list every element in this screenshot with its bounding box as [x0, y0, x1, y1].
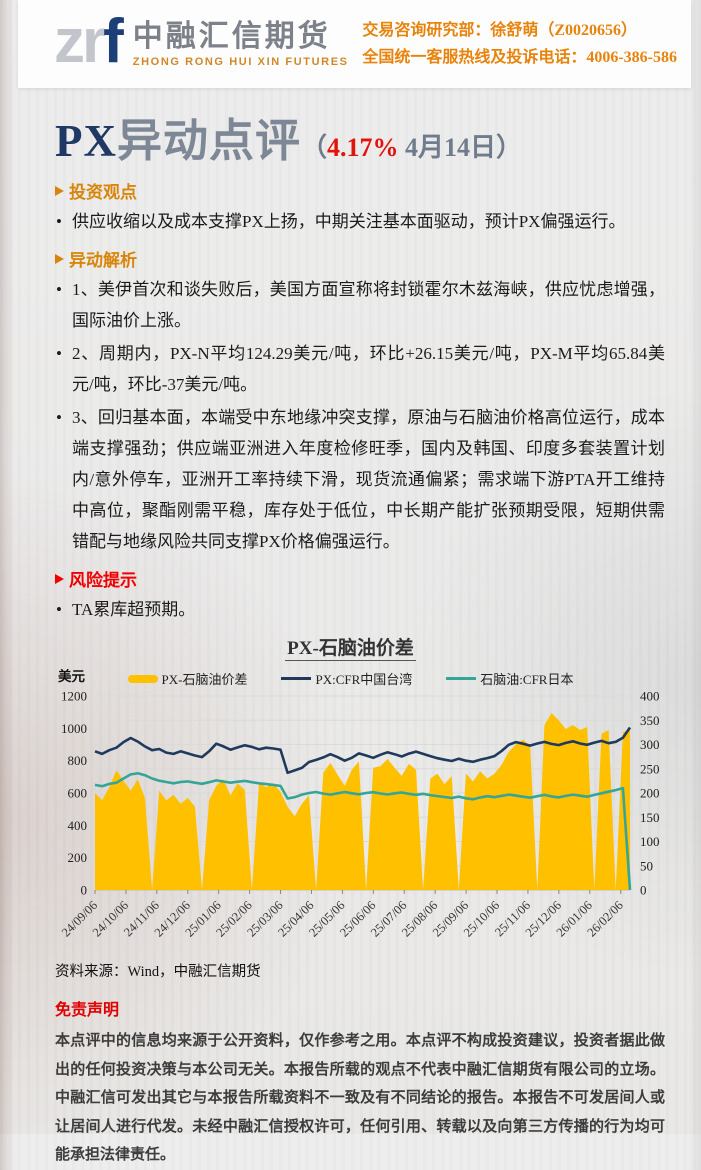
company-name-block: 中融汇信期货 ZHONG RONG HUI XIN FUTURES: [132, 19, 349, 68]
legend-swatch-icon: [281, 676, 312, 681]
series-line-PX:CFR中国台湾: [94, 726, 632, 775]
left-axis-unit-label: 美元: [58, 669, 85, 684]
company-logo: zrf: [54, 11, 124, 73]
logo-zr-text: zr: [54, 7, 106, 76]
research-dept-line: 交易咨询研究部：徐舒萌（Z0020656）: [362, 22, 638, 39]
analysis-bullet-text: 1、美伊首次和谈失败后，美国方面宣称将封锁霍尔木兹海峡，供应忧虑增强，国际油价上…: [72, 280, 665, 330]
analysis-bullet: • 2、周期内，PX-N平均124.29美元/吨，环比+26.15美元/吨，PX…: [55, 338, 665, 400]
left-axis-tick: 800: [68, 753, 88, 768]
title-date: 4月14日）: [398, 133, 523, 162]
legend-swatch-icon: [446, 676, 477, 681]
right-axis-tick: 400: [640, 689, 660, 704]
legend-item-2: 石脑油:CFR日本: [446, 669, 573, 688]
title-text: 异动点评: [117, 116, 302, 166]
risk-bullet-text: TA累库超预期。: [72, 600, 196, 619]
section-header-risk: 风险提示: [55, 566, 665, 591]
company-name-en: ZHONG RONG HUI XIN FUTURES: [132, 55, 349, 68]
logo-f-text: f: [103, 7, 124, 76]
view-bullet: • 供应收缩以及成本支撑PX上扬，中期关注基本面驱动，预计PX偏强运行。: [55, 206, 665, 237]
legend-label: PX-石脑油价差: [161, 672, 248, 687]
right-axis-tick: 250: [640, 761, 660, 776]
right-axis-tick: 350: [640, 713, 660, 728]
report-body: PX异动点评（4.17% 4月14日） 投资观点 • 供应收缩以及成本支撑PX上…: [0, 104, 701, 625]
disclaimer-title: 免责声明: [55, 1002, 120, 1019]
left-axis-tick: 200: [68, 850, 88, 865]
hotline-line: 全国统一客服热线及投诉电话：4006-386-586: [362, 49, 677, 66]
section-header-analysis: 异动解析: [55, 246, 665, 271]
header-banner: zrf 中融汇信期货 ZHONG RONG HUI XIN FUTURES 交易…: [18, 0, 691, 88]
title-change-pct: 4.17%: [327, 133, 399, 162]
right-axis-tick: 200: [640, 786, 660, 801]
title-paren-open: （: [301, 133, 328, 162]
arrow-bullet-icon: [55, 253, 64, 264]
left-axis-tick: 1000: [61, 721, 87, 736]
section-header-view: 投资观点: [55, 178, 665, 203]
legend-item-0: PX-石脑油价差: [127, 669, 248, 688]
right-axis-tick: 0: [640, 883, 647, 898]
left-axis-tick: 1200: [61, 689, 87, 704]
right-axis-tick: 300: [640, 737, 660, 752]
right-axis-tick: 50: [640, 858, 653, 873]
left-axis-tick: 600: [68, 786, 88, 801]
title-product: PX: [55, 116, 117, 166]
analysis-bullet-text: 3、回归基本面，本端受中东地缘冲突支撑，原油与石脑油价格高位运行，成本端支撑强劲…: [72, 408, 665, 551]
section-header-view-label: 投资观点: [69, 183, 137, 202]
legend-label: 石脑油:CFR日本: [480, 672, 574, 687]
series-line-石脑油:CFR日本: [94, 772, 632, 891]
risk-bullet: • TA累库超预期。: [55, 594, 665, 625]
combo-chart-canvas: 0 200 400 600 800 1000 1200 0 50 100 150 200 250 300 3…: [59, 689, 660, 940]
section-header-risk-label: 风险提示: [69, 571, 137, 590]
right-axis-tick: 100: [640, 834, 660, 849]
analysis-bullet: • 1、美伊首次和谈失败后，美国方面宣称将封锁霍尔木兹海峡，供应忧虑增强，国际油…: [55, 274, 665, 336]
contact-block: 交易咨询研究部：徐舒萌（Z0020656） 全国统一客服热线及投诉电话：4006…: [362, 17, 677, 71]
chart-legend: PX-石脑油价差 PX:CFR中国台湾 石脑油:CFR日本: [0, 669, 701, 688]
legend-item-1: PX:CFR中国台湾: [281, 669, 412, 688]
chart-title: PX-石脑油价差: [285, 638, 416, 661]
view-bullet-text: 供应收缩以及成本支撑PX上扬，中期关注基本面驱动，预计PX偏强运行。: [72, 212, 626, 231]
right-axis-tick: 150: [640, 810, 660, 825]
dot-bullet-icon: •: [56, 212, 62, 231]
disclaimer-section: 免责声明 本点评中的信息均来源于公开资料，仅作参考之用。本点评不构成投资建议，投…: [55, 996, 665, 1170]
dot-bullet-icon: •: [56, 344, 62, 363]
company-name-cn: 中融汇信期货: [132, 19, 331, 53]
legend-label: PX:CFR中国台湾: [315, 672, 413, 687]
section-header-analysis-label: 异动解析: [69, 251, 137, 270]
price-spread-chart: PX-石脑油价差 美元 PX-石脑油价差 PX:CFR中国台湾 石脑油:CFR日本 …: [0, 633, 701, 958]
series-area-PX-石脑油价差: [95, 713, 630, 890]
dot-bullet-icon: •: [56, 280, 62, 299]
data-source-note: 资料来源：Wind，中融汇信期货: [55, 964, 261, 980]
analysis-bullet: • 3、回归基本面，本端受中东地缘冲突支撑，原油与石脑油价格高位运行，成本端支撑…: [55, 402, 665, 557]
left-axis-tick: 400: [68, 818, 88, 833]
page-title: PX异动点评（4.17% 4月14日）: [55, 104, 665, 169]
analysis-bullet-text: 2、周期内，PX-N平均124.29美元/吨，环比+26.15美元/吨，PX-M…: [72, 344, 665, 394]
arrow-bullet-icon: [55, 185, 64, 196]
arrow-bullet-icon: [55, 573, 64, 584]
legend-swatch-icon: [127, 674, 158, 683]
disclaimer-body: 本点评中的信息均来源于公开资料，仅作参考之用。本点评不构成投资建议，投资者据此做…: [55, 1033, 665, 1163]
dot-bullet-icon: •: [56, 408, 62, 427]
dot-bullet-icon: •: [56, 600, 62, 619]
left-axis-tick: 0: [81, 883, 88, 898]
